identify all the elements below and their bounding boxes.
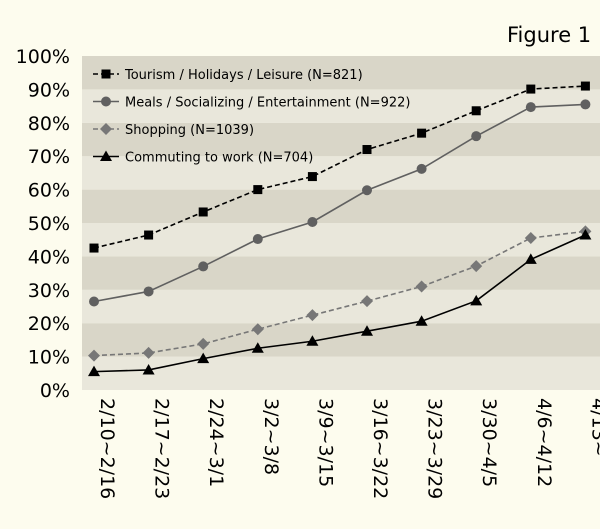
y-tick-label: 100%: [16, 46, 70, 68]
series-1-point: [471, 106, 481, 116]
grid-band: [82, 289, 600, 324]
series-1-point: [307, 172, 317, 182]
x-tick-label: 3/16~3/22: [369, 398, 391, 499]
y-tick-label: 90%: [28, 79, 70, 101]
series-4-point: [579, 229, 592, 240]
series-line-3: [93, 230, 586, 357]
grid-band: [82, 256, 600, 290]
y-tick-label: 70%: [28, 146, 70, 168]
y-tick-label: 60%: [28, 180, 70, 202]
grid-band: [82, 356, 600, 390]
y-tick-label: 80%: [28, 113, 70, 135]
series-1-point: [253, 185, 263, 195]
series-1-point: [417, 128, 427, 138]
grid-band: [82, 223, 600, 257]
series-4-point: [306, 335, 319, 346]
series-2-point: [471, 131, 482, 142]
x-tick-label: 3/9~3/15: [314, 398, 336, 487]
series-3-point: [470, 260, 483, 273]
legend-label: Tourism / Holidays / Leisure (N=821): [124, 68, 363, 83]
series-3-point: [524, 232, 537, 245]
y-tick-label: 0%: [40, 380, 70, 402]
series-3-point: [251, 323, 264, 336]
series-lines: [93, 85, 586, 373]
x-tick-label: 3/30~4/5: [478, 398, 500, 487]
grid-band: [82, 323, 600, 357]
y-tick-label: 30%: [28, 280, 70, 302]
x-tick-label: 2/10~2/16: [96, 398, 118, 499]
series-line-1: [93, 85, 586, 249]
series-2-point: [143, 286, 154, 297]
y-tick-label: 50%: [28, 213, 70, 235]
y-tick-label: 20%: [28, 313, 70, 335]
legend-marker: [100, 150, 112, 161]
series-2-point: [89, 296, 99, 307]
series-2-point: [252, 234, 263, 245]
legend-label: Shopping (N=1039): [125, 123, 254, 138]
series-4-point: [361, 325, 373, 336]
x-tick-label: 4/6~4/12: [533, 398, 555, 487]
series-4-point: [88, 365, 100, 377]
series-line-4: [93, 234, 586, 373]
y-axis-tick-labels: 0% 10% 20% 30% 40% 50% 60% 70% 80% 90% 100%: [16, 46, 70, 402]
series-4-point: [415, 315, 428, 326]
legend: Tourism / Holidays / Leisure (N=821) Meal…: [93, 68, 410, 166]
series-4-point: [524, 253, 537, 264]
series-4-point: [470, 294, 483, 306]
series-3-point: [306, 309, 319, 322]
legend-label: Commuting to work (N=704): [125, 151, 313, 166]
x-tick-label: 4/13~: [587, 398, 600, 457]
series-3-point: [88, 349, 100, 362]
series-2-point: [307, 216, 318, 227]
series-3-point: [197, 337, 210, 350]
legend-marker: [101, 69, 111, 79]
series-1-point: [526, 84, 536, 94]
x-tick-label: 2/17~2/23: [151, 398, 173, 499]
series-3-point: [415, 280, 428, 293]
series-4-point: [197, 352, 210, 364]
series-2-point: [580, 99, 591, 110]
grid-band: [82, 122, 600, 157]
series-markers: [88, 81, 592, 377]
x-tick-label: 3/23~3/29: [424, 398, 446, 499]
series-4-point: [142, 363, 155, 375]
legend-marker: [100, 123, 112, 135]
series-1-point: [144, 230, 154, 240]
series-2-point: [416, 163, 427, 174]
grid-band: [82, 56, 600, 90]
series-3-point: [142, 346, 155, 359]
series-1-point: [580, 81, 590, 91]
y-tick-label: 10%: [28, 347, 70, 369]
grid-band: [82, 156, 600, 190]
series-2-point: [362, 185, 372, 196]
grid-band: [82, 89, 600, 123]
series-3-point: [361, 295, 373, 308]
series-2-point: [198, 261, 209, 272]
series-2-point: [525, 102, 536, 113]
y-tick-label: 40%: [28, 246, 70, 268]
x-tick-label: 3/2~3/8: [260, 398, 282, 475]
series-1-point: [89, 243, 99, 253]
x-tick-label: 2/24~3/1: [205, 398, 227, 487]
x-axis-tick-labels: 2/10~2/16 2/17~2/23 2/24~3/1 3/2~3/8 3/9~3/1…: [96, 398, 600, 499]
legend-marker: [101, 96, 111, 107]
plot-background-bands: [82, 56, 600, 390]
legend-label: Meals / Socializing / Entertainment (N=9…: [125, 96, 410, 111]
figure-label: Figure 1: [507, 23, 591, 47]
series-line-2: [93, 103, 586, 303]
series-1-point: [362, 145, 372, 155]
series-1-point: [198, 207, 208, 217]
series-4-point: [251, 342, 264, 353]
